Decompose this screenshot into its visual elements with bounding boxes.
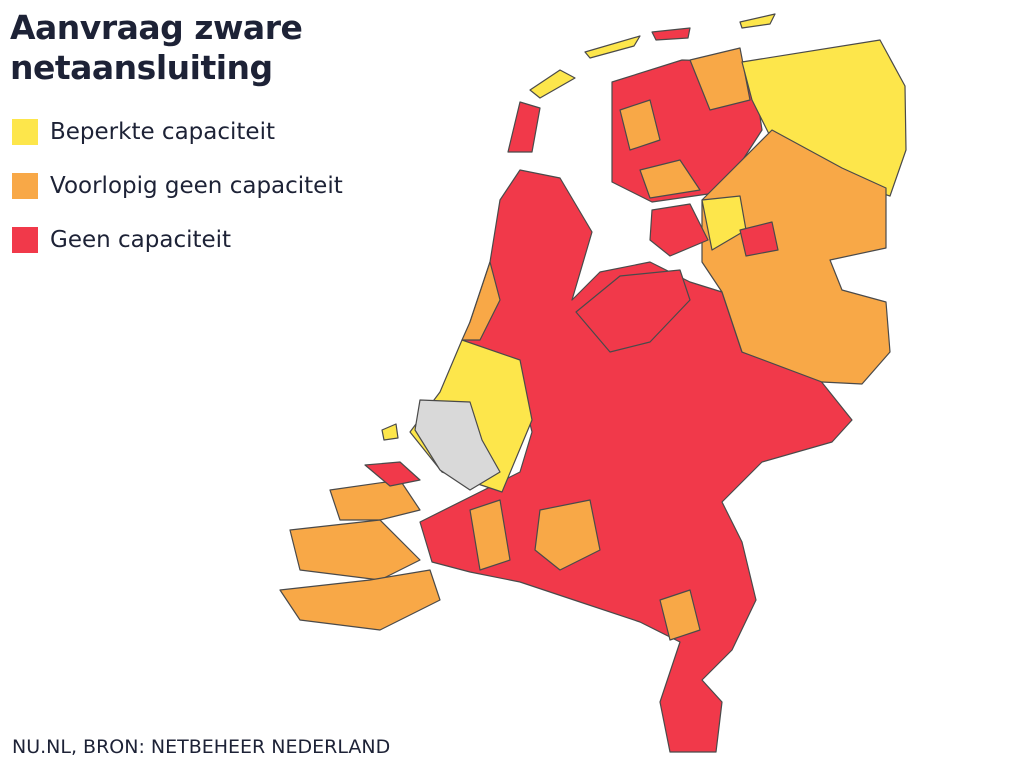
legend-item: Voorlopig geen capaciteit xyxy=(12,172,343,199)
legend-label: Geen capaciteit xyxy=(50,226,232,253)
source: NU.NL, BRON: NETBEHEER NEDERLAND xyxy=(12,736,391,758)
region xyxy=(507,101,541,153)
region xyxy=(741,39,907,197)
region xyxy=(649,203,709,257)
legend-swatch xyxy=(12,226,38,253)
region xyxy=(619,47,751,199)
region xyxy=(279,569,441,631)
region xyxy=(575,269,691,353)
region xyxy=(381,423,399,441)
region xyxy=(469,499,701,641)
region xyxy=(529,13,776,99)
legend-swatch xyxy=(12,118,38,145)
legend-item: Beperkte capaciteit xyxy=(12,118,343,145)
region xyxy=(651,27,691,41)
title: Aanvraag zware netaansluiting xyxy=(10,8,303,87)
region xyxy=(414,399,501,491)
region xyxy=(701,129,891,385)
legend-swatch xyxy=(12,172,38,199)
region xyxy=(289,519,421,581)
legend-label: Voorlopig geen capaciteit xyxy=(50,172,343,199)
legend-item: Geen capaciteit xyxy=(12,226,343,253)
legend-label: Beperkte capaciteit xyxy=(50,118,275,145)
region xyxy=(461,261,501,341)
legend: Beperkte capaciteit Voorlopig geen capaci… xyxy=(12,118,343,280)
region xyxy=(329,479,421,521)
region xyxy=(739,221,779,257)
region xyxy=(364,461,421,487)
